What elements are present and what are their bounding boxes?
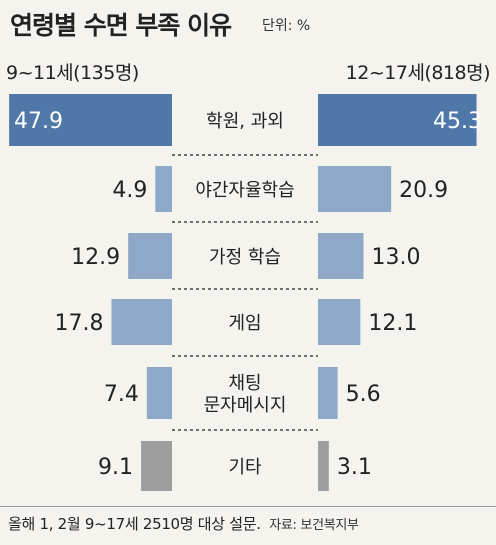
bar-right bbox=[318, 441, 329, 491]
unit-label: 단위: % bbox=[262, 18, 311, 34]
bar-left bbox=[141, 441, 172, 491]
value-label-right: 45.3 bbox=[433, 109, 482, 134]
category-label: 학원, 과외 bbox=[206, 111, 284, 132]
bar-right bbox=[318, 166, 392, 212]
category-label: 가정 학습 bbox=[209, 247, 281, 268]
bar-left bbox=[146, 367, 172, 419]
footer-note: 올해 1, 2월 9~17세 2510명 대상 설문. 자료: 보건복지부 bbox=[8, 513, 359, 534]
category-label: 게임 bbox=[228, 313, 261, 334]
value-label-right: 13.0 bbox=[372, 245, 421, 270]
butterfly-bar-chart: 47.9 45.3 학원, 과외 4.9 20.9 야간자율학습 12.9 13.0 가정 학습… bbox=[9, 94, 482, 491]
category-label: 야간자율학습 bbox=[195, 180, 294, 201]
value-label-left: 17.8 bbox=[54, 311, 103, 336]
chart-title: 연령별 수면 부족 이유 bbox=[10, 11, 232, 40]
value-label-left: 47.9 bbox=[14, 109, 63, 134]
value-label-right: 5.6 bbox=[346, 382, 381, 407]
value-label-left: 12.9 bbox=[71, 245, 120, 270]
bar-right bbox=[318, 367, 338, 419]
source-label: 자료: 보건복지부 bbox=[269, 518, 359, 533]
category-label: 기타 bbox=[228, 457, 262, 478]
value-label-right: 3.1 bbox=[337, 455, 372, 480]
bar-left bbox=[9, 94, 173, 146]
value-label-left: 9.1 bbox=[98, 455, 133, 480]
survey-note: 올해 1, 2월 9~17세 2510명 대상 설문. bbox=[8, 515, 261, 533]
value-label-right: 12.1 bbox=[368, 311, 417, 336]
bar-right bbox=[318, 299, 361, 345]
value-label-left: 7.4 bbox=[104, 382, 139, 407]
value-label-left: 4.9 bbox=[112, 178, 147, 203]
bar-left bbox=[111, 299, 172, 345]
bar-right bbox=[318, 94, 477, 146]
bar-left bbox=[128, 233, 172, 279]
footer-divider bbox=[0, 506, 496, 507]
category-label: 문자메시지 bbox=[204, 395, 287, 416]
left-series-label: 9~11세(135명) bbox=[6, 62, 139, 84]
category-label: 채팅 bbox=[228, 373, 261, 394]
right-series-label: 12~17세(818명) bbox=[345, 62, 491, 84]
bar-right bbox=[318, 233, 364, 279]
value-label-right: 20.9 bbox=[399, 178, 448, 203]
bar-left bbox=[155, 166, 172, 212]
